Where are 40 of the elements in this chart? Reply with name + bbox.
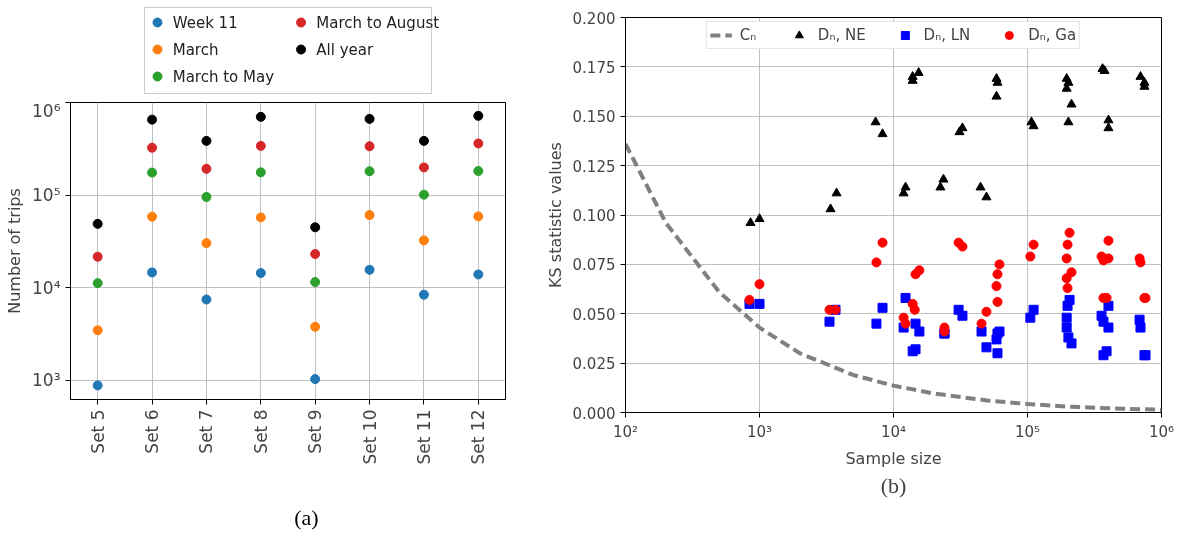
y-tick-label: 10⁶ xyxy=(32,100,61,121)
x-tick-label: 10² xyxy=(612,422,639,441)
legend-label: Cₙ xyxy=(739,26,758,44)
y-tick-label: 0.000 xyxy=(572,404,616,423)
y-tick-label: 0.075 xyxy=(572,256,616,275)
x-tick-label: Set 8 xyxy=(250,409,271,454)
y-tick-label: 0.200 xyxy=(572,9,616,28)
x-tick-label: Set 6 xyxy=(142,409,163,454)
legend-label: Dₙ, Ga xyxy=(1028,26,1077,44)
y-tick-label: 0.050 xyxy=(572,305,616,324)
x-tick-label: 10⁴ xyxy=(880,422,907,441)
y-tick-label: 0.100 xyxy=(572,207,616,225)
legend-label: March to May xyxy=(172,67,275,86)
x-tick-label: Set 7 xyxy=(196,409,217,454)
legend-label: March xyxy=(172,40,219,59)
y-tick-label: 0.125 xyxy=(572,157,616,176)
x-tick-label: 10³ xyxy=(746,422,773,441)
legend-label: Dₙ, NE xyxy=(817,26,866,44)
y-tick-label: 10⁵ xyxy=(32,185,61,206)
x-tick-label: Set 5 xyxy=(87,409,108,454)
y-tick-label: 0.025 xyxy=(572,355,616,374)
legend-label: All year xyxy=(316,40,374,59)
x-tick-label: Set 12 xyxy=(468,409,489,465)
legend-label: Week 11 xyxy=(172,13,238,32)
x-tick-label: 10⁵ xyxy=(1014,422,1041,441)
legend-label: March to August xyxy=(316,13,440,32)
y-tick-label: 10³ xyxy=(32,370,61,391)
y-tick-label: 10⁴ xyxy=(32,277,61,298)
x-tick-label: Set 11 xyxy=(413,409,434,465)
y-axis-title: KS statistic values xyxy=(545,142,565,288)
y-tick-label: 0.150 xyxy=(572,108,616,127)
legend-label: Dₙ, LN xyxy=(923,26,971,44)
x-tick-label: Set 10 xyxy=(359,409,380,465)
y-axis-title: Number of trips xyxy=(5,188,25,314)
text: (a) xyxy=(294,505,319,530)
x-tick-label: Set 9 xyxy=(305,409,326,454)
x-tick-label: 10⁶ xyxy=(1148,422,1175,441)
y-tick-label: 0.175 xyxy=(572,58,616,77)
text: (b) xyxy=(880,472,907,498)
x-axis-title: Sample size xyxy=(845,448,942,468)
